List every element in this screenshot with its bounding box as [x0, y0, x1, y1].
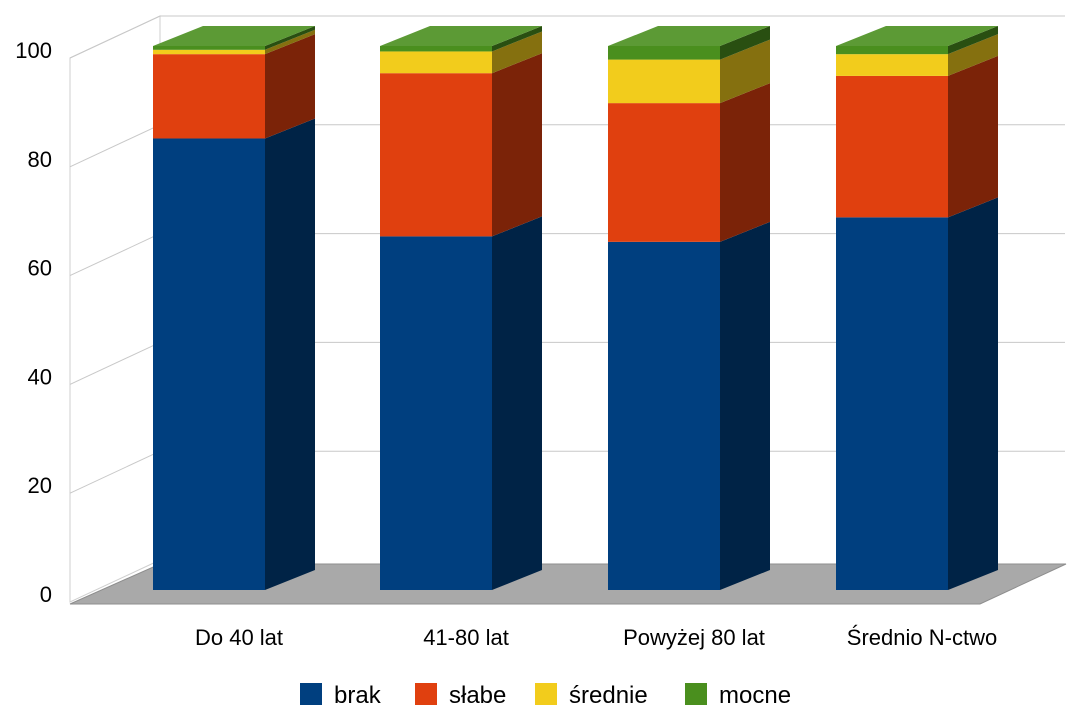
y-tick-label: 80 [28, 147, 52, 172]
bar-front [608, 103, 720, 242]
bar-front [380, 236, 492, 590]
bar-segment--rednio-n-ctwo-średnie [836, 34, 998, 76]
bar-segment-41-80-lat-słabe [380, 53, 542, 237]
y-tick-label: 20 [28, 473, 52, 498]
y-tick-label: 0 [40, 582, 52, 607]
y-tick-label: 100 [15, 38, 52, 63]
bar-segment--rednio-n-ctwo-mocne [836, 26, 998, 55]
bar-front [380, 46, 492, 52]
bar-segment-41-80-lat-średnie [380, 31, 542, 74]
bar-side [720, 83, 770, 242]
grid-line-side [69, 450, 161, 494]
bar-segment-powy-ej-80-lat-średnie [608, 39, 770, 104]
grid-line-side [69, 341, 161, 385]
legend-swatch-mocne [685, 683, 707, 705]
bar-side [492, 53, 542, 237]
grid-line-side [69, 124, 161, 168]
grid-line-side [69, 233, 161, 277]
bar-side [720, 26, 770, 60]
legend-label-średnie: średnie [569, 682, 648, 708]
bar-front [836, 46, 948, 55]
bar-side [265, 34, 315, 139]
bar-segment-41-80-lat-mocne [380, 26, 542, 52]
bar-segment-do-40-lat-mocne [153, 26, 315, 50]
bar-front [380, 51, 492, 74]
bar-front [380, 73, 492, 237]
legend-swatch-słabe [415, 683, 437, 705]
bar-front [836, 54, 948, 76]
bars [153, 26, 998, 591]
bar-top [608, 26, 770, 46]
legend-swatch-brak [300, 683, 322, 705]
legend: brak słabe średnie mocne [300, 682, 791, 708]
bar-top [153, 26, 315, 46]
y-axis: 0 20 40 60 80 100 [15, 38, 52, 607]
x-tick-label: Powyżej 80 lat [623, 625, 765, 650]
x-tick-label: Do 40 lat [195, 625, 283, 650]
bar-top [836, 26, 998, 46]
chart-walls [69, 15, 161, 603]
bar-front [153, 49, 265, 55]
bar-segment-do-40-lat-słabe [153, 34, 315, 139]
bar-side [948, 26, 998, 55]
bar-front [608, 59, 720, 104]
floor-plane [69, 563, 1067, 605]
bar-front [608, 46, 720, 60]
bar-front [153, 138, 265, 591]
bar-side [265, 26, 315, 50]
legend-swatch-średnie [535, 683, 557, 705]
bar-segment-do-40-lat-brak [153, 118, 315, 591]
bar-side [720, 221, 770, 590]
bar-side [492, 26, 542, 52]
bar-front [608, 241, 720, 590]
bar-segment--rednio-n-ctwo-słabe [836, 55, 998, 218]
bar-side [948, 34, 998, 76]
y-tick-label: 60 [28, 256, 52, 281]
bar-side [492, 216, 542, 590]
bar-side [948, 197, 998, 591]
bar-segment-41-80-lat-brak [380, 216, 542, 590]
y-tick-label: 40 [28, 364, 52, 389]
bar-top [380, 26, 542, 46]
legend-label-słabe: słabe [449, 682, 506, 708]
side-wall [69, 15, 161, 603]
x-axis: Do 40 lat 41-80 lat Powyżej 80 lat Średnio … [195, 625, 997, 650]
bar-side [265, 29, 315, 55]
bar-side [948, 55, 998, 218]
bar-segment-powy-ej-80-lat-mocne [608, 26, 770, 60]
grid-line-side [69, 15, 161, 59]
bar-front [836, 75, 948, 218]
bar-front [836, 217, 948, 591]
bar-segment-powy-ej-80-lat-brak [608, 221, 770, 590]
x-tick-label: 41-80 lat [423, 625, 509, 650]
bar-side [492, 31, 542, 74]
bar-side [720, 39, 770, 104]
legend-label-mocne: mocne [719, 682, 791, 708]
x-tick-label: Średnio N-ctwo [847, 625, 997, 650]
bar-segment-do-40-lat-średnie [153, 29, 315, 55]
bar-front [153, 46, 265, 50]
bar-front [153, 54, 265, 139]
bar-side [265, 118, 315, 590]
legend-label-brak: brak [334, 682, 382, 708]
chart-floor [69, 563, 1067, 605]
bar-segment-powy-ej-80-lat-słabe [608, 83, 770, 242]
bar-segment--rednio-n-ctwo-brak [836, 197, 998, 591]
